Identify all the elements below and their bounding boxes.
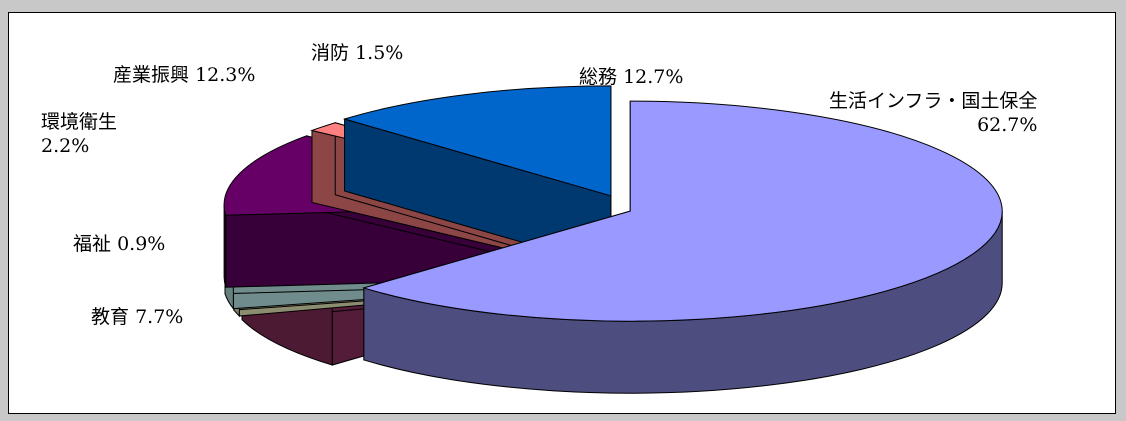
label-slice-4-pct: 12.3% [195, 64, 256, 86]
label-slice-1: 教育 7.7% [91, 305, 183, 329]
label-slice-2-name: 福祉 [73, 233, 112, 255]
label-slice-2: 福祉 0.9% [73, 232, 165, 256]
pie-slices [223, 85, 1003, 394]
label-slice-0-pct: 62.7% [977, 114, 1038, 136]
label-slice-5-pct: 1.5% [355, 42, 404, 64]
pie-slice-0 [362, 100, 1003, 394]
pie-slice-4-side [223, 204, 227, 288]
label-slice-1-name: 教育 [91, 306, 130, 328]
label-slice-2-pct: 0.9% [117, 233, 166, 255]
pie-chart [223, 85, 1003, 394]
label-slice-6: 総務 12.7% [579, 65, 683, 89]
label-slice-0-name: 生活インフラ・国土保全 [829, 90, 1038, 112]
label-slice-4: 産業振興 12.3% [113, 63, 255, 87]
label-slice-0: 生活インフラ・国土保全 62.7% [829, 89, 1037, 137]
pie-slice-6 [342, 85, 612, 269]
label-slice-3: 環境衛生 2.2% [41, 110, 117, 158]
label-slice-3-pct: 2.2% [41, 135, 90, 157]
pie-slice-0-top [362, 100, 1003, 322]
label-slice-4-name: 産業振興 [113, 64, 190, 86]
chart-frame: 生活インフラ・国土保全 62.7% 教育 7.7% 福祉 0.9% 環境衛生 2… [8, 12, 1116, 414]
pie-slice-6-top [342, 85, 612, 197]
label-slice-5-name: 消防 [311, 42, 350, 64]
label-slice-5: 消防 1.5% [311, 41, 403, 65]
label-slice-1-pct: 7.7% [135, 306, 184, 328]
label-slice-3-name: 環境衛生 [41, 111, 118, 133]
label-slice-6-name: 総務 [579, 66, 618, 88]
label-slice-6-pct: 12.7% [623, 66, 684, 88]
